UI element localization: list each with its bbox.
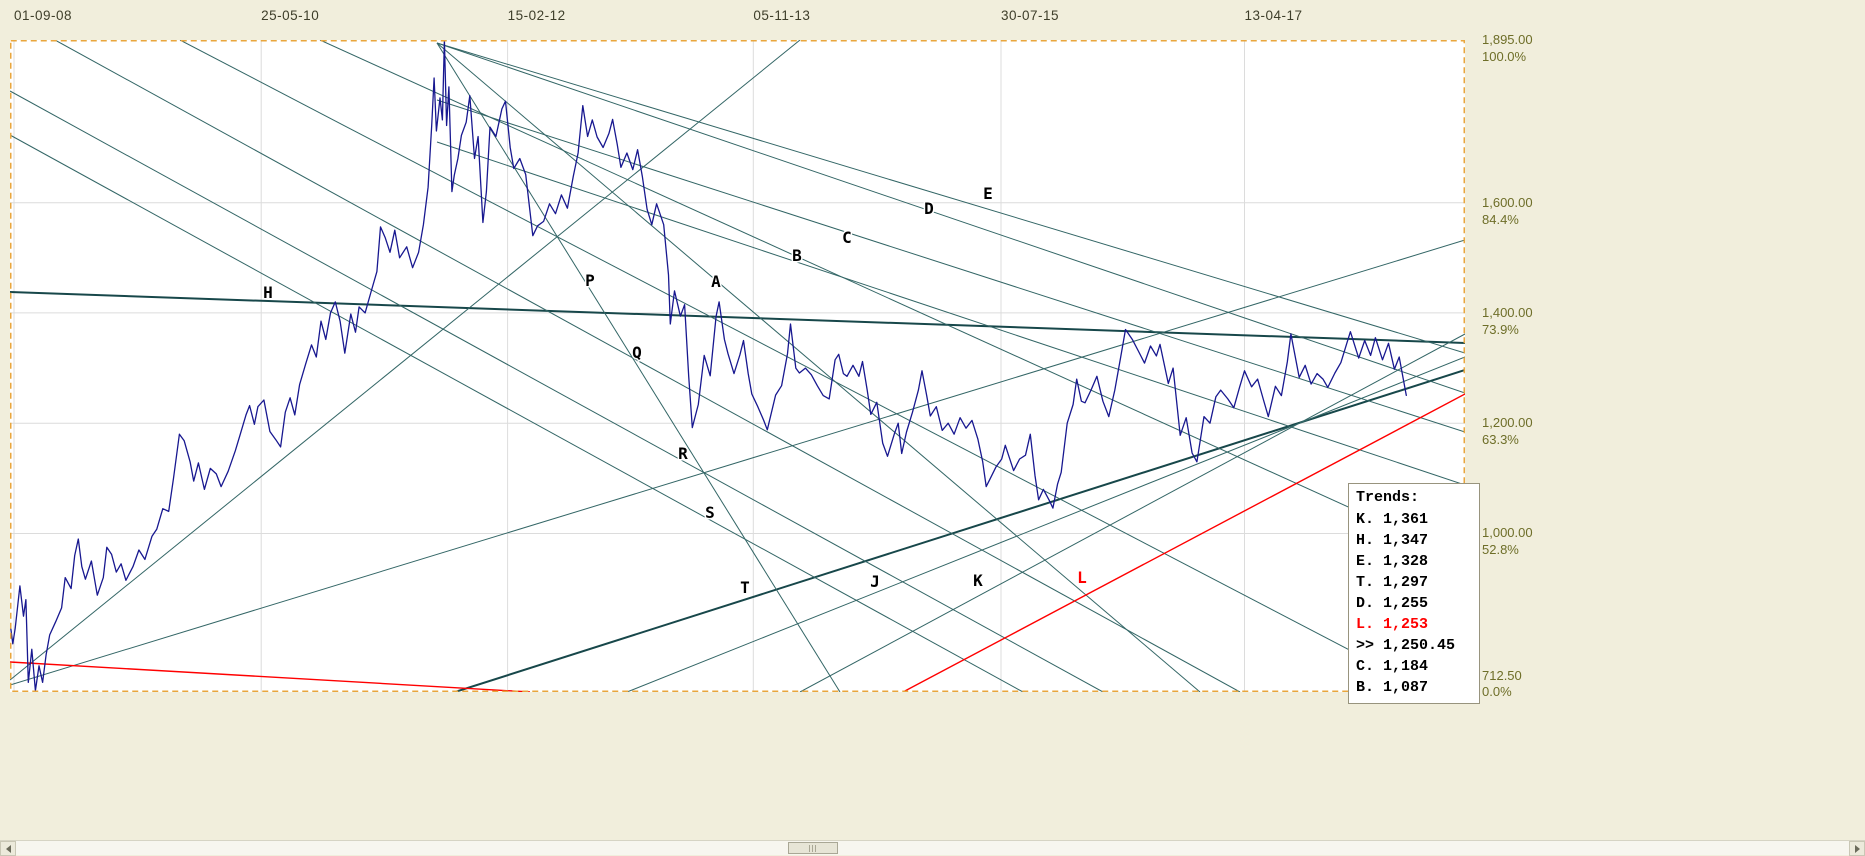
scroll-left-icon <box>5 844 11 853</box>
trend-line-asc1[interactable] <box>10 40 801 681</box>
y-axis-price-label: 1,200.00 <box>1482 415 1533 431</box>
trend-line-label-Q[interactable]: Q <box>631 342 644 364</box>
y-axis-price-label: 1,600.00 <box>1482 194 1533 210</box>
chart-border <box>10 40 1465 692</box>
trend-line-label-T[interactable]: T <box>739 577 752 599</box>
y-axis-percent-label: 63.3% <box>1482 432 1519 448</box>
trend-line-T[interactable] <box>454 369 1465 692</box>
legend-rows: K. 1,361 H. 1,347 E. 1,328 T. 1,297 D. 1,255… <box>1356 509 1472 698</box>
trend-line-E[interactable] <box>436 42 1465 354</box>
trend-line-label-S[interactable]: S <box>704 502 717 524</box>
trend-line-desc1[interactable] <box>179 40 1431 692</box>
y-axis-price-label: 1,000.00 <box>1482 525 1533 541</box>
y-axis-price-label: 1,400.00 <box>1482 304 1533 320</box>
plot-background <box>10 40 1465 692</box>
legend-row-C: C. 1,184 <box>1356 658 1429 675</box>
trend-line-label-L[interactable]: L <box>1076 567 1089 589</box>
x-axis-label: 25-05-10 <box>261 8 320 23</box>
trend-line-S[interactable] <box>10 134 1024 692</box>
trend-line-label-P[interactable]: P <box>584 270 597 292</box>
legend-row-: >> 1,250.45 <box>1356 637 1456 654</box>
plot-area[interactable]: H P A Q B C D E R S T J K L <box>10 40 1465 692</box>
trend-line-K[interactable] <box>799 333 1465 692</box>
trend-line-label-C[interactable]: C <box>841 227 854 249</box>
trend-line-label-E[interactable]: E <box>982 183 995 205</box>
trend-line-label-B[interactable]: B <box>791 245 804 267</box>
trend-line-B[interactable] <box>436 141 1465 486</box>
trend-line-label-H[interactable]: H <box>262 282 275 304</box>
trend-line-asc2[interactable] <box>10 239 1465 686</box>
legend-row-K: K. 1,361 <box>1356 511 1429 528</box>
trend-line-L[interactable] <box>902 393 1465 692</box>
scrollbar-track[interactable] <box>16 841 1849 856</box>
x-axis-label: 13-04-17 <box>1244 8 1303 23</box>
scrollbar-grip-icon <box>809 844 817 852</box>
price-line <box>10 40 1407 692</box>
x-axis: 01-09-08 25-05-10 15-02-12 05-11-13 30-07-15… <box>0 0 1865 40</box>
scrollbar-thumb[interactable] <box>788 842 838 854</box>
y-axis-percent-label: 84.4% <box>1482 211 1519 227</box>
y-axis-percent-label: 73.9% <box>1482 321 1519 337</box>
trend-line-Q[interactable] <box>54 40 1241 692</box>
chart-canvas[interactable]: H P A Q B C D E R S T J K L <box>10 40 1465 692</box>
x-axis-label: 05-11-13 <box>753 8 811 23</box>
trend-line-label-R[interactable]: R <box>677 443 690 465</box>
legend-row-E: E. 1,328 <box>1356 553 1429 570</box>
legend-row-H: H. 1,347 <box>1356 532 1429 549</box>
trend-line-R[interactable] <box>10 90 1104 692</box>
y-axis-price-label: 1,895.00 <box>1482 32 1533 47</box>
legend-row-B: B. 1,087 <box>1356 679 1429 696</box>
trend-line-J[interactable] <box>626 356 1465 692</box>
trend-line-label-A[interactable]: A <box>710 271 723 293</box>
y-axis-percent-label: 52.8% <box>1482 542 1519 558</box>
scroll-right-icon <box>1854 844 1860 853</box>
scroll-right-button[interactable] <box>1849 841 1865 856</box>
trend-line-label-K[interactable]: K <box>972 570 985 592</box>
horizontal-scrollbar[interactable] <box>0 840 1865 856</box>
trend-line-desc2[interactable] <box>319 40 1465 561</box>
trend-line-H[interactable] <box>10 291 1465 344</box>
trends-legend: Trends: K. 1,361 H. 1,347 E. 1,328 T. 1,297… <box>1348 483 1480 704</box>
scroll-left-button[interactable] <box>0 841 16 856</box>
trend-line-Lext[interactable] <box>10 661 531 692</box>
x-axis-label: 30-07-15 <box>1000 8 1060 23</box>
y-axis-percent-label: 0.0% <box>1482 684 1512 699</box>
x-axis-label: 01-09-08 <box>14 8 73 23</box>
y-axis: 1,895.00 100.0% 1,600.00 84.4% 1,400.00 73.9%… <box>1482 0 1572 740</box>
trend-line-label-D[interactable]: D <box>923 198 936 220</box>
legend-title: Trends: <box>1356 489 1420 506</box>
trend-line-P[interactable] <box>436 42 841 692</box>
legend-row-T: T. 1,297 <box>1356 574 1429 591</box>
trend-line-C[interactable] <box>436 99 1465 433</box>
legend-row-D: D. 1,255 <box>1356 595 1429 612</box>
y-axis-price-label: 712.50 <box>1482 668 1522 683</box>
legend-row-L: L. 1,253 <box>1356 616 1429 633</box>
x-axis-label: 15-02-12 <box>507 8 566 23</box>
y-axis-percent-label: 100.0% <box>1482 49 1527 64</box>
trend-line-D[interactable] <box>436 42 1465 394</box>
trend-line-label-J[interactable]: J <box>869 571 882 593</box>
